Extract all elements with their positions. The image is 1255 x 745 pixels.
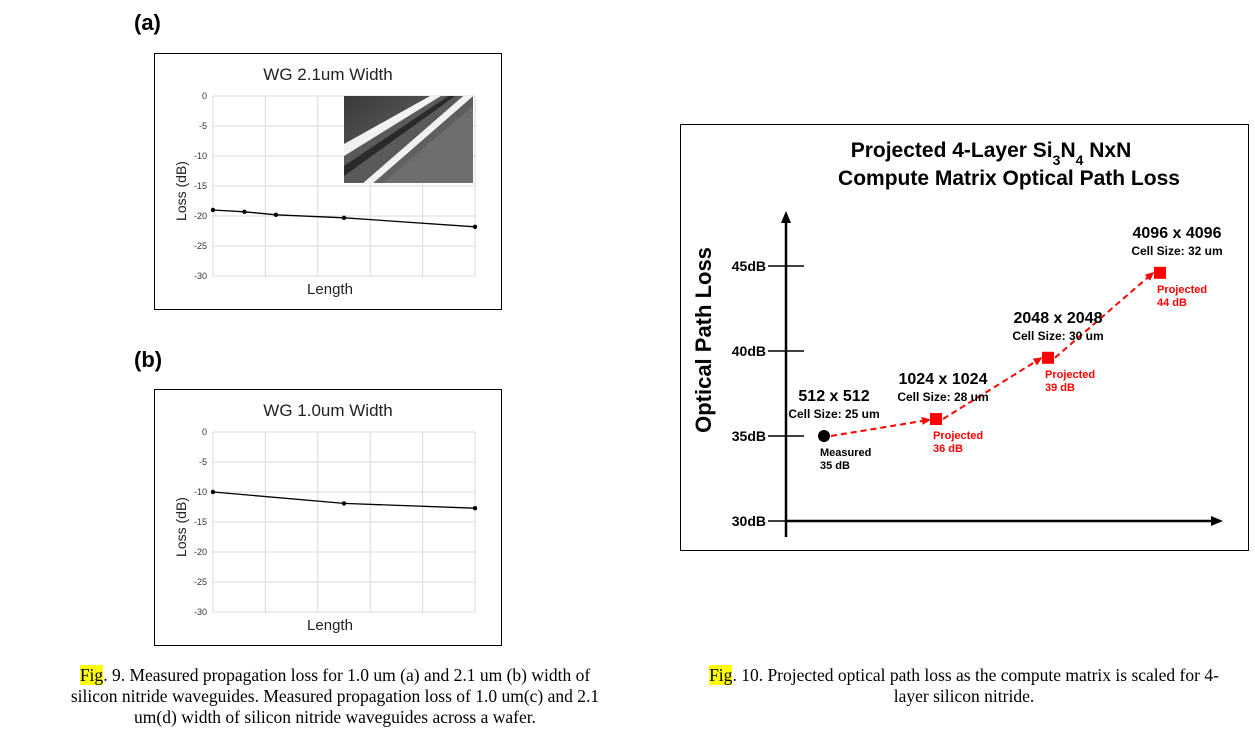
chart-b-ytick-label: 0 <box>202 427 207 437</box>
chart-c-status-label: Projected <box>933 430 983 442</box>
chart-b-ytick-label: -20 <box>194 547 207 557</box>
chart-b-data-point <box>341 501 347 506</box>
chart-c-projected-point <box>930 413 942 425</box>
chart-a-data-point <box>210 207 216 213</box>
chart-a-ytick-label: -25 <box>194 241 207 251</box>
chart-b-data-point <box>210 489 216 495</box>
chart-c-status-value: 36 dB <box>933 443 963 455</box>
chart-b-title: WG 1.0um Width <box>263 401 392 420</box>
chart-c-arrowhead <box>1032 357 1043 366</box>
fig10-fig-highlight: Fig <box>709 665 733 685</box>
fig10-caption-line2: layer silicon nitride. <box>893 686 1035 706</box>
chart-c-status-value: 35 dB <box>820 460 850 472</box>
fig9-caption-line3: um(d) width of silicon nitride waveguide… <box>134 707 536 727</box>
chart-c-cell-size-label: Cell Size: 32 um <box>1131 244 1222 258</box>
chart-a-inset-content <box>344 96 473 183</box>
chart-b-ytick-label: -25 <box>194 577 207 587</box>
chart-c-matrix-size-label: 2048 x 2048 <box>1014 310 1103 327</box>
chart-c-projected-point <box>1042 351 1054 364</box>
chart-c-dashed-segment <box>942 357 1041 420</box>
chart-c-ytick-label: 40dB <box>732 343 766 359</box>
chart-c-cell-size-label: Cell Size: 28 um <box>897 390 988 404</box>
chart-c-title-line1: Projected 4-Layer Si3N4 NxN <box>851 139 1132 168</box>
fig9-fig-highlight: Fig <box>79 665 104 685</box>
chart-c-cell-size-label: Cell Size: 30 um <box>1012 329 1103 343</box>
chart-c-ytick-label: 45dB <box>732 258 766 274</box>
chart-a-title: WG 2.1um Width <box>263 65 392 84</box>
chart-c-matrix-size-label: 512 x 512 <box>798 388 869 405</box>
chart-c-ylabel: Optical Path Loss <box>691 247 716 433</box>
chart-a-inset-image <box>344 96 473 183</box>
chart-a-ytick-label: -20 <box>194 211 207 221</box>
chart-c-cell-size-label: Cell Size: 25 um <box>788 407 879 421</box>
chart-c-projected-point <box>1154 266 1166 279</box>
chart-c-x-arrow <box>1211 516 1223 526</box>
chart-b-xlabel: Length <box>307 617 353 634</box>
chart-c-title-part: NxN <box>1083 139 1131 162</box>
chart-c-title-part: N <box>1060 139 1075 162</box>
chart-b-ytick-label: -30 <box>194 607 207 617</box>
chart-c-status-label: Measured <box>820 447 871 459</box>
chart-a-data-point <box>242 209 247 214</box>
chart-c-matrix-size-label: 1024 x 1024 <box>899 371 988 388</box>
chart-a-xlabel: Length <box>307 281 353 298</box>
chart-a-ytick-label: -15 <box>194 181 207 191</box>
chart-c-title-sub: 4 <box>1076 152 1084 168</box>
chart-a-ylabel: Loss (dB) <box>173 161 189 221</box>
chart-a-inset-stripe-dark <box>344 96 464 183</box>
chart-a-ytick-label: 0 <box>202 91 207 101</box>
chart-b-ylabel: Loss (dB) <box>173 497 189 557</box>
chart-a-ytick-label: -30 <box>194 271 207 281</box>
chart-c-ytick-label: 35dB <box>732 428 766 444</box>
chart-a-data-point <box>472 224 478 229</box>
chart-c-status-value: 39 dB <box>1045 382 1075 394</box>
chart-b-ytick-label: -5 <box>199 457 207 467</box>
chart-c-dashed-segment <box>830 419 929 437</box>
chart-c-status-label: Projected <box>1045 369 1095 381</box>
chart-c-status-value: 44 dB <box>1157 297 1187 309</box>
chart-c-frame: Projected 4-Layer Si3N4 NxN Compute Matri… <box>680 124 1249 551</box>
chart-c-arrowhead <box>1144 271 1155 281</box>
chart-a-ytick-label: -5 <box>199 121 207 131</box>
chart-c-y-arrow <box>781 211 791 223</box>
fig9-caption-line2: silicon nitride waveguides. Measured pro… <box>70 686 600 706</box>
chart-c-ytick-label: 30dB <box>732 513 766 529</box>
fig10-caption-line1: . 10. Projected optical path loss as the… <box>732 665 1219 685</box>
chart-c-measured-point <box>818 430 830 442</box>
figure-10-caption: Fig. 10. Projected optical path loss as … <box>672 665 1255 707</box>
chart-c-matrix-size-label: 4096 x 4096 <box>1133 225 1222 242</box>
fig9-caption-line1: . 9. Measured propagation loss for 1.0 u… <box>103 665 591 685</box>
chart-a-data-point <box>341 215 347 220</box>
chart-b-series-line <box>212 491 476 509</box>
chart-c-status-label: Projected <box>1157 284 1207 296</box>
chart-b-svg: 0 -5 -10 -15 -20 -25 -30 WG 1.0um Width Length Lo… <box>173 401 478 634</box>
chart-a-inset-lower <box>383 106 473 183</box>
chart-b-data-point <box>472 506 478 511</box>
chart-a-data-point <box>273 212 279 217</box>
chart-c-title-line2: Compute Matrix Optical Path Loss <box>838 167 1180 190</box>
panel-b-label: (b) <box>134 347 163 372</box>
chart-a-frame: 0 -5 -10 -15 -20 -25 -30 WG 2.1um Width Length Lo… <box>154 53 502 310</box>
chart-a-ytick-label: -10 <box>194 151 207 161</box>
figure-9-caption: Fig. 9. Measured propagation loss for 1.… <box>20 665 650 728</box>
chart-c-arrowhead <box>921 417 931 425</box>
panel-a-label: (a) <box>134 10 161 35</box>
chart-c-dashed-segment <box>1054 273 1153 359</box>
chart-a-svg: 0 -5 -10 -15 -20 -25 -30 WG 2.1um Width Length Lo… <box>173 65 478 298</box>
chart-b-ytick-label: -15 <box>194 517 207 527</box>
chart-b-frame: 0 -5 -10 -15 -20 -25 -30 WG 1.0um Width Length Lo… <box>154 389 502 646</box>
chart-b-ytick-label: -10 <box>194 487 207 497</box>
chart-c-title-part: Projected 4-Layer Si <box>851 139 1053 162</box>
chart-c-title-sub: 3 <box>1053 152 1061 168</box>
